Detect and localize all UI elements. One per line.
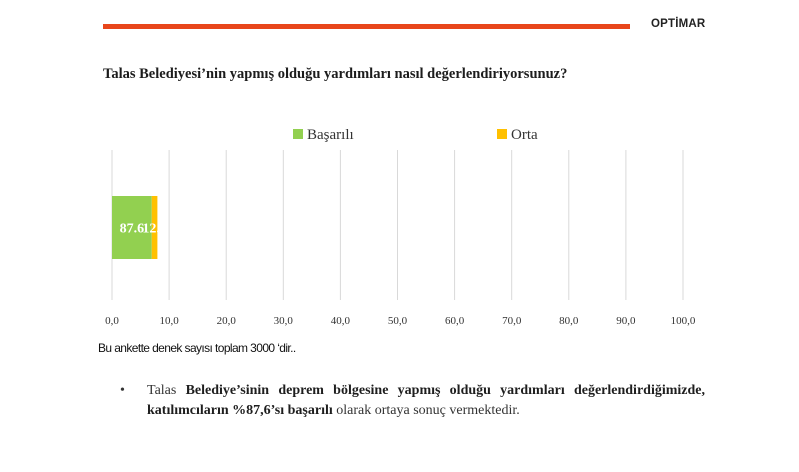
x-tick-label: 10,0 — [159, 315, 179, 327]
legend-swatch — [497, 129, 507, 139]
x-tick-label: 30,0 — [274, 315, 294, 327]
x-tick-label: 50,0 — [388, 315, 408, 327]
x-tick-label: 60,0 — [445, 315, 465, 327]
summary-text: Talas Belediye’sinin deprem bölgesine ya… — [147, 381, 705, 421]
x-tick-label: 0,0 — [105, 315, 119, 327]
bar-segment — [112, 196, 152, 259]
x-tick-label: 100,0 — [671, 315, 696, 327]
x-tick-label: 90,0 — [616, 315, 636, 327]
bullet-marker: • — [120, 383, 125, 398]
data-label: 12.4 — [142, 222, 167, 237]
stacked-bar-chart: 0,0 10,0 20,0 30,0 40,0 50,0 60,0 70,0 80,0 90,0 1… — [105, 127, 696, 327]
summary-text-part2: olarak ortaya sonuç vermektedir. — [332, 403, 520, 418]
legend-label: Başarılı — [307, 127, 354, 143]
summary-text-part1: Talas — [147, 383, 186, 398]
summary-text-bold: Belediye’sinin deprem bölgesine yapmış o… — [147, 383, 705, 418]
x-tick-label: 80,0 — [559, 315, 579, 327]
bar-segment — [151, 196, 158, 259]
legend-label: Orta — [511, 127, 538, 143]
legend-swatch — [293, 129, 303, 139]
header-accent-bar — [103, 24, 630, 29]
x-tick-label: 40,0 — [331, 315, 351, 327]
summary-bullet: • Talas Belediye’sinin deprem bölgesine … — [120, 381, 705, 421]
data-label: 87.6 — [120, 222, 145, 237]
x-tick-label: 20,0 — [217, 315, 237, 327]
survey-question-title: Talas Belediyesi’nin yapmış olduğu yardı… — [103, 66, 568, 82]
x-tick-label: 70,0 — [502, 315, 522, 327]
sample-size-note: Bu ankette denek sayısı toplam 3000 ‘dir… — [98, 341, 296, 355]
brand-logo-text: OPTİMAR — [651, 18, 706, 30]
